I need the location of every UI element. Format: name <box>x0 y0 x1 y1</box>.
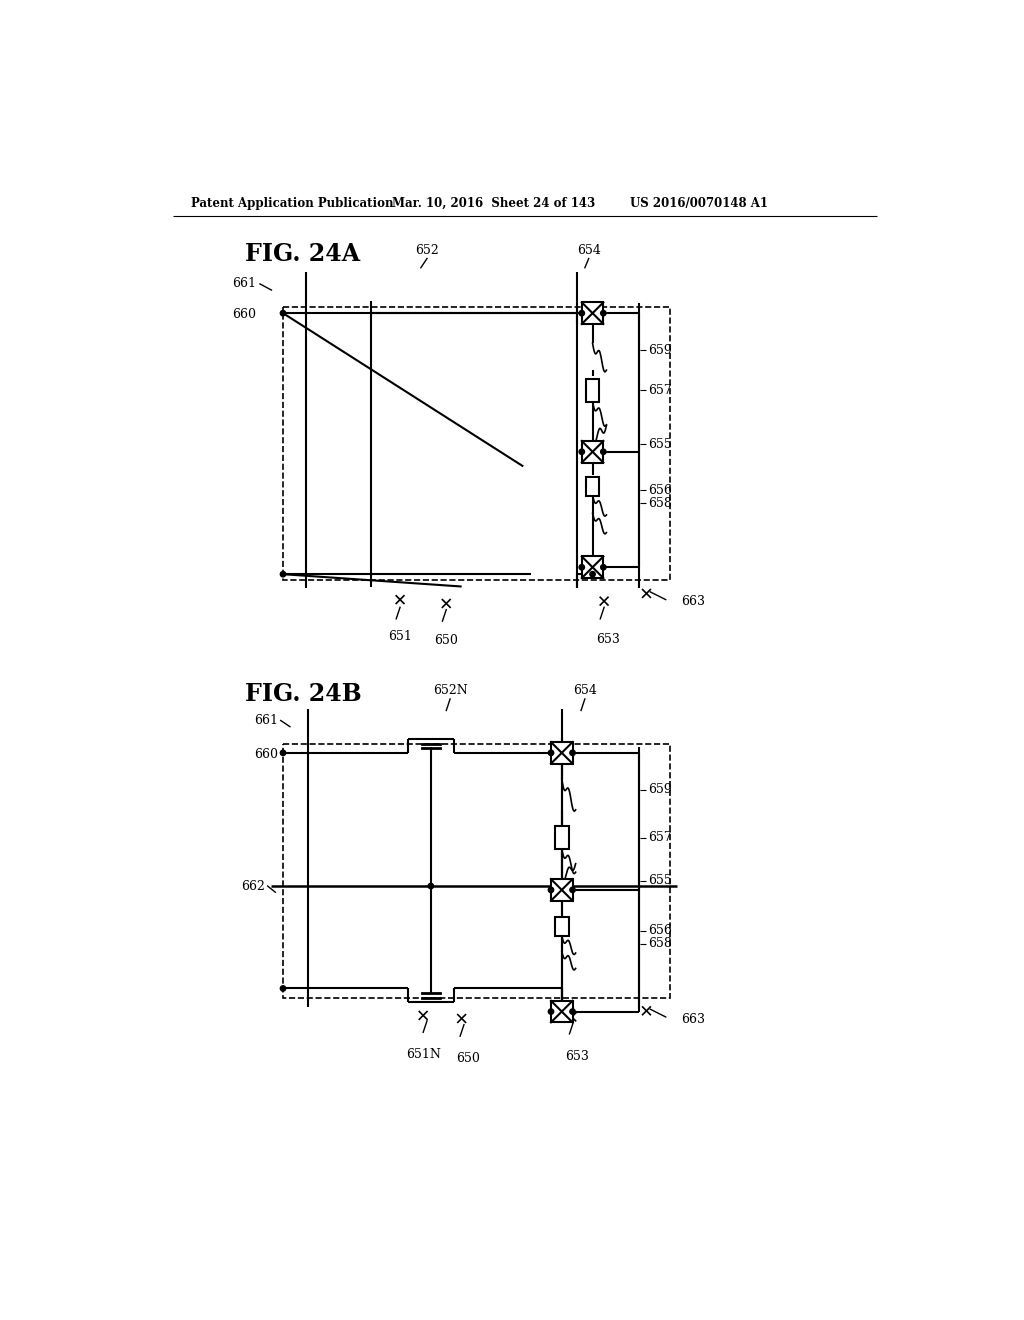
Text: 660: 660 <box>232 308 256 321</box>
Text: 653: 653 <box>596 632 620 645</box>
Circle shape <box>569 1008 575 1014</box>
Circle shape <box>580 565 585 570</box>
Bar <box>551 742 572 763</box>
Text: 656: 656 <box>648 483 672 496</box>
Text: Patent Application Publication: Patent Application Publication <box>190 197 393 210</box>
Bar <box>582 441 603 462</box>
Circle shape <box>548 1008 554 1014</box>
Circle shape <box>281 310 286 315</box>
Text: FIG. 24A: FIG. 24A <box>245 242 359 265</box>
Text: 657: 657 <box>648 384 672 397</box>
Text: 661: 661 <box>232 277 256 290</box>
Circle shape <box>580 449 585 454</box>
Circle shape <box>548 750 554 755</box>
Text: 663: 663 <box>681 1012 706 1026</box>
Circle shape <box>281 986 286 991</box>
Text: 655: 655 <box>648 437 672 450</box>
Text: 660: 660 <box>254 748 279 760</box>
Text: 654: 654 <box>577 244 601 257</box>
Text: 659: 659 <box>648 783 672 796</box>
Circle shape <box>428 883 433 888</box>
Circle shape <box>569 887 575 892</box>
Bar <box>586 477 599 496</box>
Text: 652N: 652N <box>433 684 468 697</box>
Text: 657: 657 <box>648 832 672 843</box>
Bar <box>283 743 670 998</box>
Text: 651N: 651N <box>406 1048 440 1061</box>
Text: 653: 653 <box>565 1051 589 1063</box>
Bar <box>582 557 603 578</box>
Circle shape <box>281 750 286 755</box>
Text: 656: 656 <box>648 924 672 937</box>
Circle shape <box>601 565 606 570</box>
Text: FIG. 24B: FIG. 24B <box>245 682 361 706</box>
Bar <box>555 917 568 936</box>
Text: 661: 661 <box>254 714 279 727</box>
Bar <box>586 379 599 401</box>
Text: 658: 658 <box>648 496 672 510</box>
Text: 659: 659 <box>648 343 672 356</box>
Text: 654: 654 <box>572 684 597 697</box>
Text: 662: 662 <box>242 879 265 892</box>
Text: 652: 652 <box>415 244 439 257</box>
Bar <box>551 879 572 900</box>
Circle shape <box>580 310 585 315</box>
Circle shape <box>590 572 595 577</box>
Text: 663: 663 <box>681 595 706 609</box>
Bar <box>283 308 670 581</box>
Bar <box>582 302 603 323</box>
Bar <box>555 826 568 849</box>
Circle shape <box>548 887 554 892</box>
Text: 655: 655 <box>648 874 672 887</box>
Text: 651: 651 <box>388 631 412 643</box>
Circle shape <box>601 449 606 454</box>
Text: 658: 658 <box>648 937 672 950</box>
Circle shape <box>601 310 606 315</box>
Text: US 2016/0070148 A1: US 2016/0070148 A1 <box>630 197 768 210</box>
Circle shape <box>281 572 286 577</box>
Bar <box>551 1001 572 1022</box>
Text: 650: 650 <box>434 635 458 647</box>
Text: Mar. 10, 2016  Sheet 24 of 143: Mar. 10, 2016 Sheet 24 of 143 <box>392 197 596 210</box>
Text: 650: 650 <box>456 1052 480 1065</box>
Circle shape <box>569 750 575 755</box>
